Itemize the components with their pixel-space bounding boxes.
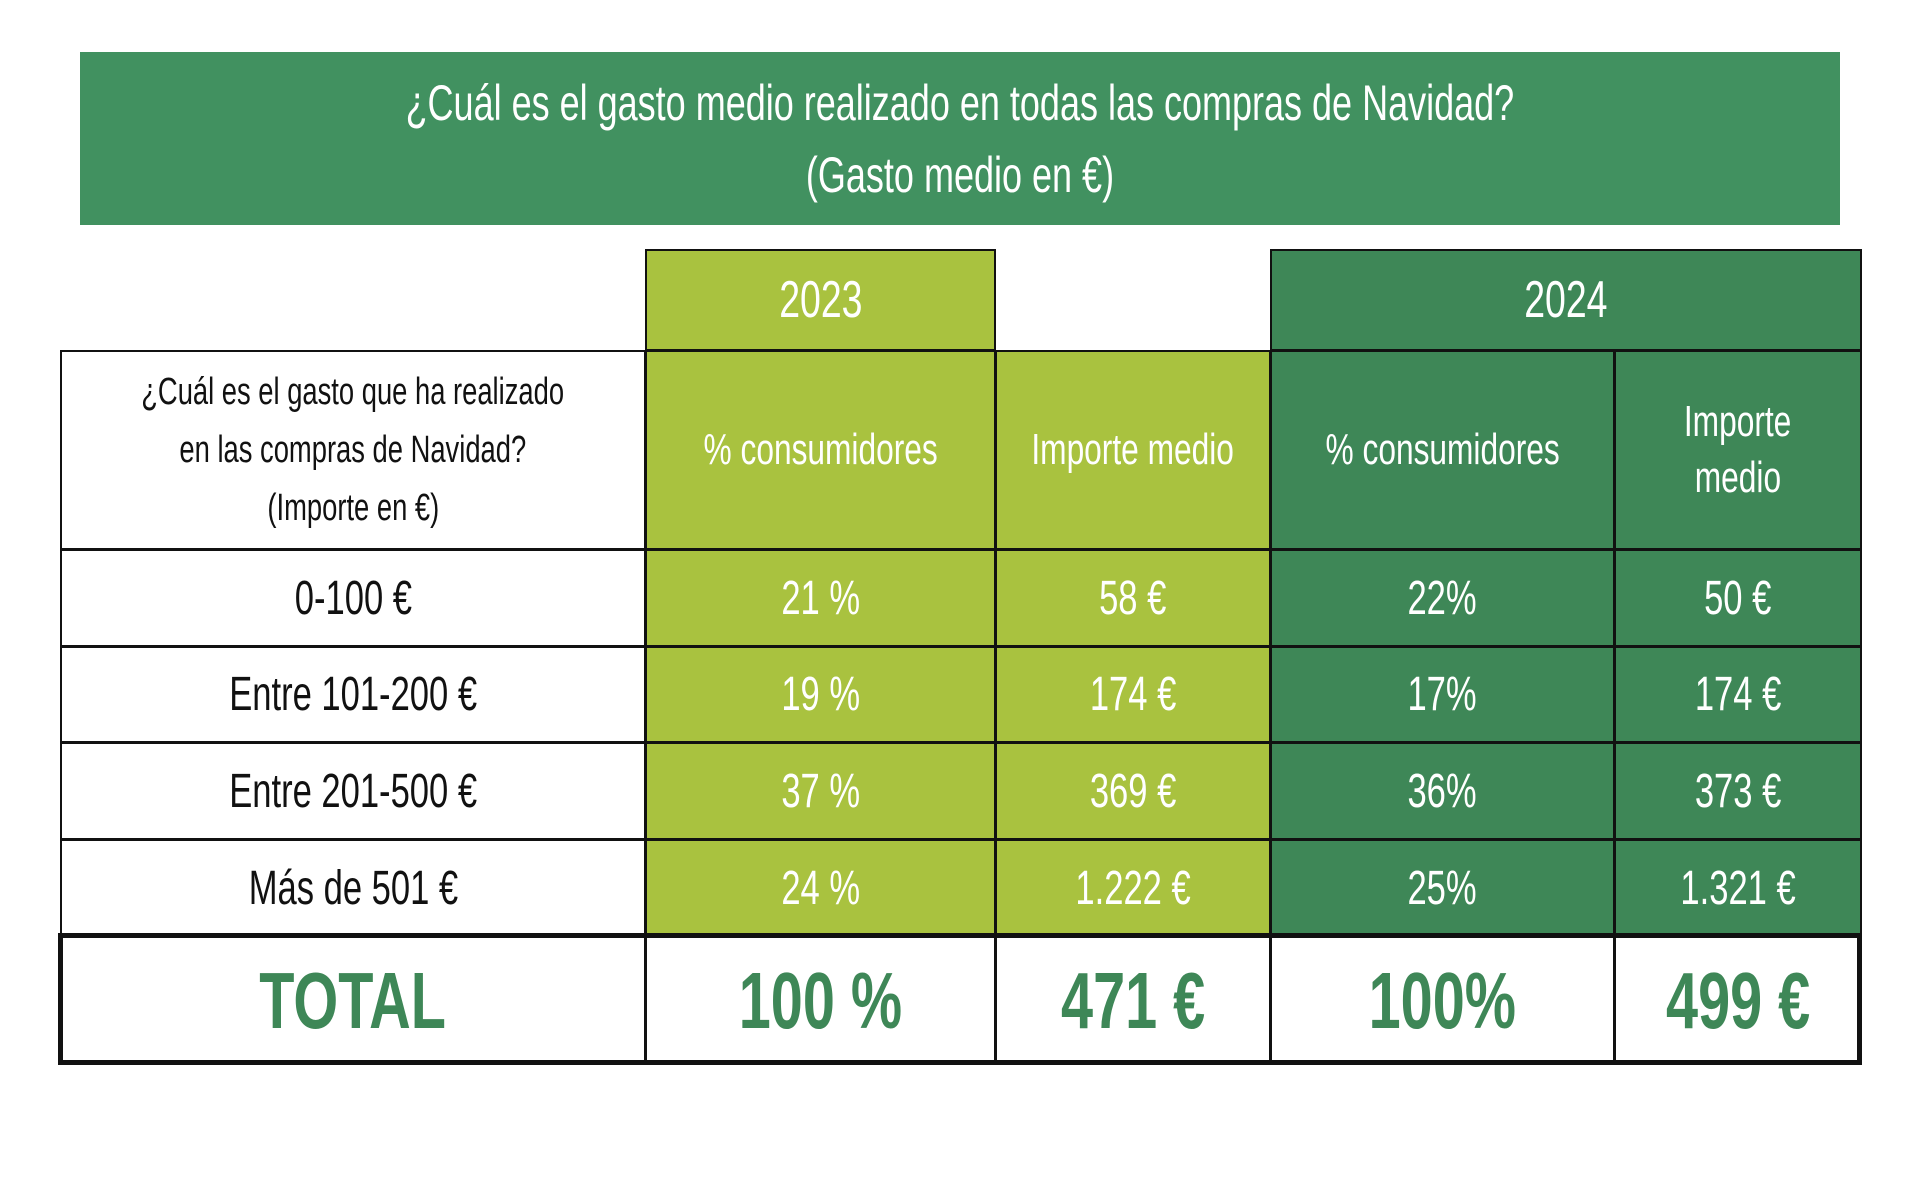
header-label: medio xyxy=(1694,453,1782,502)
header-label: % consumidores xyxy=(1325,425,1560,474)
cell-text: 21 % xyxy=(781,571,860,625)
pct-2023-cell: 24 % xyxy=(645,839,996,937)
total-pct-2024: 100% xyxy=(1270,936,1615,1065)
cell-text: 58 € xyxy=(1099,571,1167,625)
title-line-2: (Gasto medio en €) xyxy=(805,146,1115,203)
cell-text: 37 % xyxy=(781,764,860,818)
amount-2023-cell: 174 € xyxy=(995,646,1271,743)
amount-2023-cell: 58 € xyxy=(995,549,1271,647)
total-text: 100% xyxy=(1368,955,1517,1045)
row-label: 0-100 € xyxy=(60,549,646,647)
header-label: % consumidores xyxy=(703,425,938,474)
header-pct-2024: % consumidores xyxy=(1270,350,1615,550)
cell-text: 36% xyxy=(1407,764,1478,818)
pct-2024-cell: 17% xyxy=(1270,646,1615,743)
pct-2024-cell: 22% xyxy=(1270,549,1615,647)
amount-2024-cell: 174 € xyxy=(1614,646,1862,743)
total-text: 100 % xyxy=(738,955,903,1045)
row-label: Más de 501 € xyxy=(60,839,646,937)
title-line-1: ¿Cuál es el gasto medio realizado en tod… xyxy=(405,74,1515,131)
cell-text: 50 € xyxy=(1704,571,1772,625)
cell-text: 373 € xyxy=(1694,764,1782,818)
total-amount-2024: 499 € xyxy=(1614,936,1862,1065)
amount-2024-cell: 373 € xyxy=(1614,742,1862,840)
cell-text: Entre 201-500 € xyxy=(229,764,477,818)
cell-text: Más de 501 € xyxy=(248,861,458,915)
cell-text: 1.321 € xyxy=(1680,861,1796,915)
pct-2023-cell: 37 % xyxy=(645,742,996,840)
cell-text: 19 % xyxy=(781,668,860,721)
header-label: Importe xyxy=(1684,397,1792,446)
cell-text: 17% xyxy=(1407,668,1478,721)
total-amount-2023: 471 € xyxy=(995,936,1271,1065)
year-label: 2023 xyxy=(778,271,863,329)
cell-text: 0-100 € xyxy=(294,571,412,625)
year-label: 2024 xyxy=(1524,271,1608,329)
title-banner: ¿Cuál es el gasto medio realizado en tod… xyxy=(80,52,1840,225)
question-line: (Importe en €) xyxy=(267,487,439,529)
cell-text: 174 € xyxy=(1694,668,1782,721)
pct-2024-cell: 25% xyxy=(1270,839,1615,937)
total-text: 499 € xyxy=(1665,955,1811,1045)
cell-text: 25% xyxy=(1407,861,1478,915)
amount-2024-cell: 50 € xyxy=(1614,549,1862,647)
cell-text: 174 € xyxy=(1089,668,1177,721)
header-amount-2024: Importe medio xyxy=(1614,350,1862,550)
pct-2024-cell: 36% xyxy=(1270,742,1615,840)
cell-text: 369 € xyxy=(1089,764,1177,818)
year-header-2023: 2023 xyxy=(645,249,996,351)
question-header: ¿Cuál es el gasto que ha realizado en la… xyxy=(60,350,646,550)
header-label: Importe medio xyxy=(1031,425,1235,474)
total-text: TOTAL xyxy=(259,955,447,1045)
question-line: ¿Cuál es el gasto que ha realizado xyxy=(141,371,565,413)
amount-2024-cell: 1.321 € xyxy=(1614,839,1862,937)
year-header-2024: 2024 xyxy=(1270,249,1862,351)
total-label: TOTAL xyxy=(60,936,646,1065)
row-label: Entre 201-500 € xyxy=(60,742,646,840)
row-label: Entre 101-200 € xyxy=(60,646,646,743)
amount-2023-cell: 369 € xyxy=(995,742,1271,840)
total-text: 471 € xyxy=(1060,955,1206,1045)
cell-text: Entre 101-200 € xyxy=(229,668,477,721)
amount-2023-cell: 1.222 € xyxy=(995,839,1271,937)
cell-text: 24 % xyxy=(781,861,860,915)
pct-2023-cell: 19 % xyxy=(645,646,996,743)
total-pct-2023: 100 % xyxy=(645,936,996,1065)
header-pct-2023: % consumidores xyxy=(645,350,996,550)
cell-text: 22% xyxy=(1407,571,1478,625)
cell-text: 1.222 € xyxy=(1075,861,1191,915)
question-line: en las compras de Navidad? xyxy=(179,429,527,471)
header-amount-2023: Importe medio xyxy=(995,350,1271,550)
pct-2023-cell: 21 % xyxy=(645,549,996,647)
